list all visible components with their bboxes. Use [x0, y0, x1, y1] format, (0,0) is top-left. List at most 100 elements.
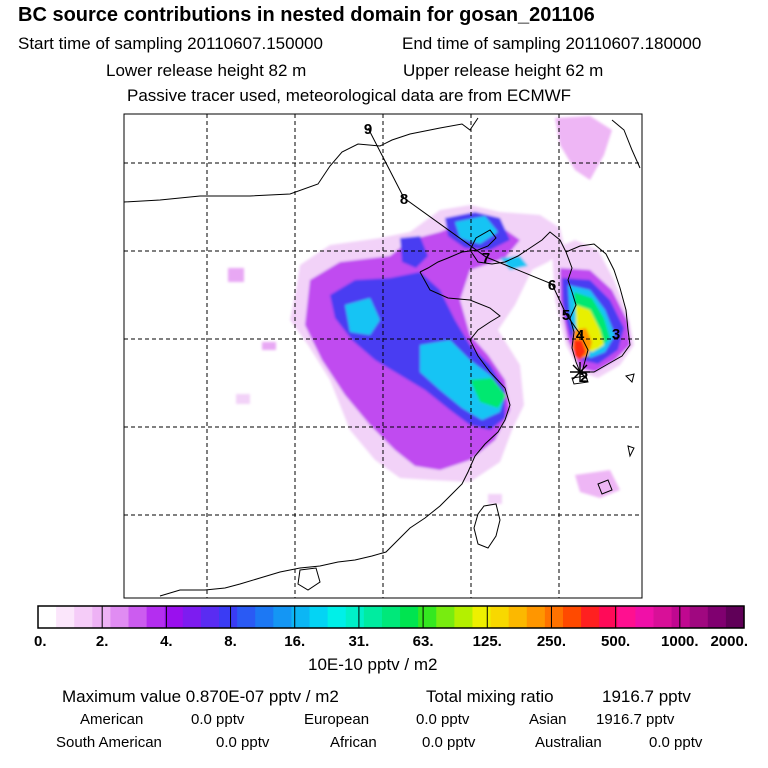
- end-time-label: End time of sampling 20110607.180000: [402, 34, 702, 53]
- upper-release-height-label: Upper release height 62 m: [403, 61, 604, 80]
- chart-title: BC source contributions in nested domain…: [18, 4, 595, 26]
- trajectory-label-3: 3: [612, 326, 620, 343]
- colorbar-tick-label: 1000.: [661, 633, 699, 650]
- coast-hainan: [297, 567, 321, 591]
- colorbar-cell: [255, 606, 274, 628]
- plume-region-north: [555, 116, 612, 180]
- region-australian-name: Australian: [535, 734, 602, 751]
- trajectory-label-9: 9: [364, 121, 372, 138]
- colorbar-cell: [219, 606, 238, 628]
- colorbar-cell: [617, 606, 636, 628]
- lower-release-height-label: Lower release height 82 m: [106, 61, 307, 80]
- trajectory-label-2: 2: [580, 369, 588, 386]
- total-mixing-ratio-value: 1916.7 pptv: [602, 687, 691, 706]
- colorbar-cell: [725, 606, 745, 628]
- colorbar-cell: [363, 606, 383, 628]
- plume-patch-west-2: [262, 342, 276, 350]
- colorbar-tick-label: 4.: [160, 633, 173, 650]
- trajectory-label-4: 4: [576, 327, 585, 344]
- trajectory-labels: 9 8 7 654 3 2: [364, 121, 620, 386]
- colorbar-tick-label: 63.: [413, 633, 434, 650]
- trajectory-label-7: 7: [482, 250, 490, 267]
- plume-patch-southwest: [236, 394, 250, 404]
- colorbar-frame: [37, 605, 745, 629]
- trajectory-path: [367, 127, 589, 373]
- trajectory-label-5: 5: [562, 307, 570, 324]
- region-australian-value: 0.0 pptv: [649, 734, 703, 751]
- colorbar-cell: [200, 606, 220, 628]
- colorbar-unit-label: 10E-10 pptv / m2: [308, 655, 438, 674]
- colorbar-cell: [345, 606, 365, 628]
- colorbar-cell: [689, 606, 709, 628]
- colorbar-cell: [92, 606, 112, 628]
- coast-taiwan: [473, 503, 501, 549]
- plume-layer: [228, 116, 634, 504]
- colorbar-cell: [490, 606, 510, 628]
- border-mongolia: [124, 117, 479, 203]
- region-european-value: 0.0 pptv: [416, 711, 470, 728]
- colorbar-cell: [291, 606, 311, 628]
- colorbar-tick-label: 500.: [601, 633, 630, 650]
- colorbar-tick-label: 0.: [34, 633, 47, 650]
- plume-region-cyan: [345, 298, 380, 335]
- plume-region-green: [470, 378, 506, 408]
- plume-region-cyan-liaodong: [500, 256, 528, 270]
- coast-korea-east: [565, 243, 631, 373]
- colorbar-cells: [38, 606, 745, 628]
- plume-patch-west: [228, 268, 244, 282]
- maximum-value-label: Maximum value 0.870E-07 pptv / m2: [62, 687, 339, 706]
- colorbar-cell: [182, 606, 202, 628]
- colorbar-cell: [544, 606, 564, 628]
- grid-layer: [124, 114, 642, 598]
- colorbar-cell: [472, 606, 492, 628]
- colorbar-cell: [526, 606, 546, 628]
- colorbar-cell: [309, 606, 329, 628]
- region-south-american-name: South American: [56, 734, 162, 751]
- region-asian-value: 1916.7 pptv: [596, 711, 675, 728]
- colorbar-tick-label: 16.: [284, 633, 305, 650]
- island-small-2: [627, 445, 635, 458]
- colorbar-cell: [237, 606, 256, 628]
- colorbar-cell: [418, 606, 437, 628]
- coast-korea-west: [565, 251, 581, 373]
- colorbar-tick-label: 31.: [348, 633, 369, 650]
- colorbar-cell: [635, 606, 655, 628]
- island-small-3: [597, 479, 613, 495]
- colorbar-cell: [581, 606, 600, 628]
- colorbar-cell: [436, 606, 455, 628]
- colorbar-cell: [273, 606, 293, 628]
- region-african-name: African: [330, 734, 377, 751]
- coastline-layer: [124, 117, 641, 597]
- map-frame: [123, 113, 643, 599]
- trajectory-label-6: 6: [548, 277, 556, 294]
- island-small-1: [625, 373, 635, 383]
- colorbar-tick-label: 8.: [224, 633, 237, 650]
- region-south-american-value: 0.0 pptv: [216, 734, 270, 751]
- region-european-name: European: [304, 711, 370, 728]
- region-asian-name: Asian: [529, 711, 567, 728]
- colorbar-cell: [671, 606, 691, 628]
- colorbar-tick-labels: 0. 2. 4. 8. 16. 31. 63. 125. 250. 500. 1000. 2000.: [34, 633, 748, 650]
- colorbar-cell: [38, 606, 57, 628]
- region-african-value: 0.0 pptv: [422, 734, 476, 751]
- plume-patch-southeast: [488, 494, 502, 504]
- plume-region-red: [574, 340, 586, 360]
- colorbar-cell: [128, 606, 148, 628]
- colorbar-tick-label: 2.: [96, 633, 109, 650]
- colorbar-tick-label: 250.: [537, 633, 566, 650]
- colorbar-cell: [146, 606, 166, 628]
- receptor-marker: [570, 362, 590, 382]
- coast-jeju: [571, 375, 589, 385]
- region-american-name: American: [80, 711, 144, 728]
- plume-region-blue-north: [400, 236, 428, 268]
- colorbar-cell: [454, 606, 474, 628]
- colorbar-cell: [707, 606, 727, 628]
- colorbar-cell: [56, 606, 75, 628]
- trajectory-label-8: 8: [400, 191, 408, 208]
- coast-shandong: [159, 271, 511, 597]
- colorbar-cell: [74, 606, 93, 628]
- tracer-note: Passive tracer used, meteorological data…: [127, 86, 572, 105]
- coast-japan: [611, 119, 641, 169]
